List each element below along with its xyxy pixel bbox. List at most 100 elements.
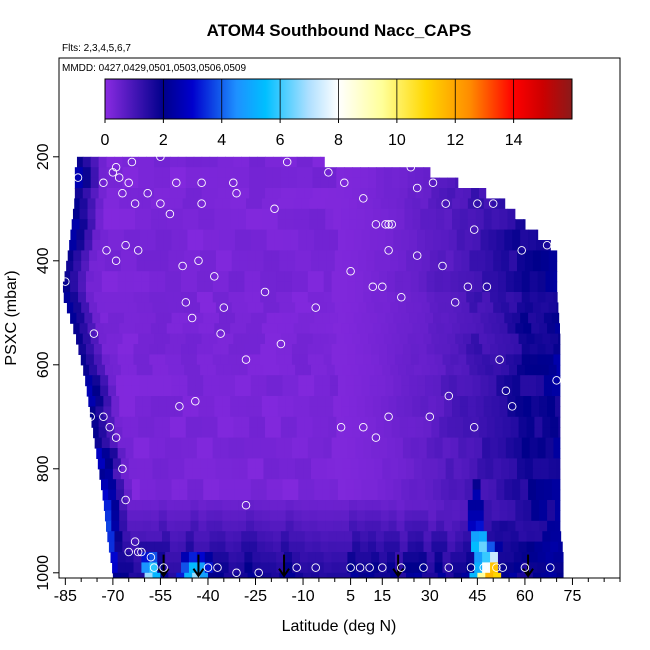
heatmap-cell (147, 479, 157, 491)
heatmap-cell (518, 541, 528, 553)
heatmap-cell (420, 219, 429, 231)
heatmap-cell (257, 541, 266, 553)
heatmap-cell (505, 281, 515, 293)
heatmap-cell (147, 489, 157, 501)
heatmap-cell (196, 281, 206, 293)
heatmap-cell (482, 344, 491, 355)
heatmap-cell (79, 208, 89, 220)
heatmap-cell (523, 219, 526, 231)
heatmap-cell (260, 437, 269, 449)
heatmap-cell (542, 531, 551, 543)
observation-point (197, 178, 206, 188)
heatmap-cell (347, 271, 356, 283)
heatmap-cell (106, 416, 116, 428)
heatmap-cell (539, 510, 548, 522)
profile-arrow-marker (278, 554, 290, 578)
heatmap-cell (494, 427, 504, 439)
heatmap-cell (532, 260, 542, 272)
heatmap-cell (450, 271, 459, 283)
heatmap-cell (296, 156, 306, 168)
heatmap-cell (374, 572, 383, 578)
observation-point (378, 282, 387, 292)
heatmap-cell (391, 177, 401, 189)
heatmap-cell (260, 292, 269, 303)
heatmap-cell (439, 333, 448, 345)
heatmap-cell (540, 260, 550, 272)
heatmap-cell (312, 188, 322, 199)
heatmap-cell (282, 375, 291, 387)
heatmap-cell (66, 260, 74, 272)
heatmap-cell (518, 531, 528, 543)
heatmap-cell (482, 562, 491, 574)
heatmap-cell (382, 302, 391, 314)
heatmap-cell (196, 344, 206, 355)
heatmap-cell (287, 572, 296, 578)
heatmap-cell (448, 489, 458, 501)
heatmap-cell (123, 479, 133, 491)
heatmap-cell (154, 333, 163, 345)
heatmap-cell (488, 229, 497, 241)
heatmap-cell (261, 510, 271, 522)
heatmap-cell (85, 344, 95, 355)
heatmap-cell (515, 323, 524, 335)
heatmap-cell (277, 219, 287, 231)
heatmap-cell (412, 323, 421, 335)
heatmap-cell (426, 281, 436, 293)
heatmap-cell (144, 458, 154, 470)
heatmap-cell (176, 572, 185, 578)
heatmap-cell (423, 188, 433, 199)
heatmap-cell (114, 541, 123, 553)
heatmap-cell (491, 198, 501, 210)
heatmap-cell (404, 396, 413, 407)
heatmap-cell (382, 468, 391, 480)
heatmap-cell (242, 489, 252, 501)
heatmap-cell (388, 219, 398, 231)
heatmap-cell (320, 427, 329, 439)
heatmap-cell (106, 333, 116, 345)
heatmap-cell (149, 271, 158, 283)
heatmap-cell (277, 406, 287, 418)
heatmap-cell (399, 167, 409, 179)
heatmap-cell (369, 375, 379, 387)
heatmap-cell (223, 458, 233, 470)
observation-point (175, 402, 184, 411)
heatmap-cell (420, 208, 429, 220)
heatmap-cell (246, 396, 255, 407)
heatmap-cell (347, 281, 356, 293)
heatmap-cell (149, 562, 158, 574)
heatmap-cell (507, 208, 516, 220)
heatmap-cell (526, 531, 536, 543)
heatmap-cell (244, 437, 253, 449)
heatmap-cell (190, 323, 200, 335)
heatmap-cell (347, 354, 356, 366)
heatmap-cell (318, 260, 328, 272)
heatmap-cell (328, 167, 337, 179)
heatmap-cell (417, 489, 426, 501)
heatmap-cell (295, 302, 304, 314)
heatmap-cell (247, 302, 257, 314)
heatmap-cell (440, 240, 450, 251)
heatmap-cell (135, 406, 144, 418)
heatmap-cell (198, 208, 207, 220)
heatmap-cell (234, 375, 244, 387)
heatmap-cell (456, 240, 466, 251)
heatmap-cell (406, 468, 415, 480)
heatmap-cell (249, 156, 258, 168)
heatmap-cell (439, 416, 448, 428)
heatmap-cell (377, 229, 387, 241)
heatmap-cell (201, 156, 211, 168)
heatmap-cell (436, 323, 445, 335)
heatmap-cell (144, 302, 154, 314)
heatmap-cell (154, 541, 163, 553)
heatmap-cell (236, 292, 246, 303)
heatmap-cell (532, 572, 542, 578)
heatmap-cell (117, 354, 127, 366)
heatmap-cell (464, 385, 474, 397)
heatmap-cell (244, 562, 253, 574)
heatmap-cell (439, 188, 448, 199)
heatmap-cell (219, 229, 228, 241)
heatmap-cell (260, 344, 269, 355)
heatmap-cell (192, 364, 201, 376)
heatmap-cell (547, 396, 556, 407)
heatmap-cell (356, 198, 366, 210)
